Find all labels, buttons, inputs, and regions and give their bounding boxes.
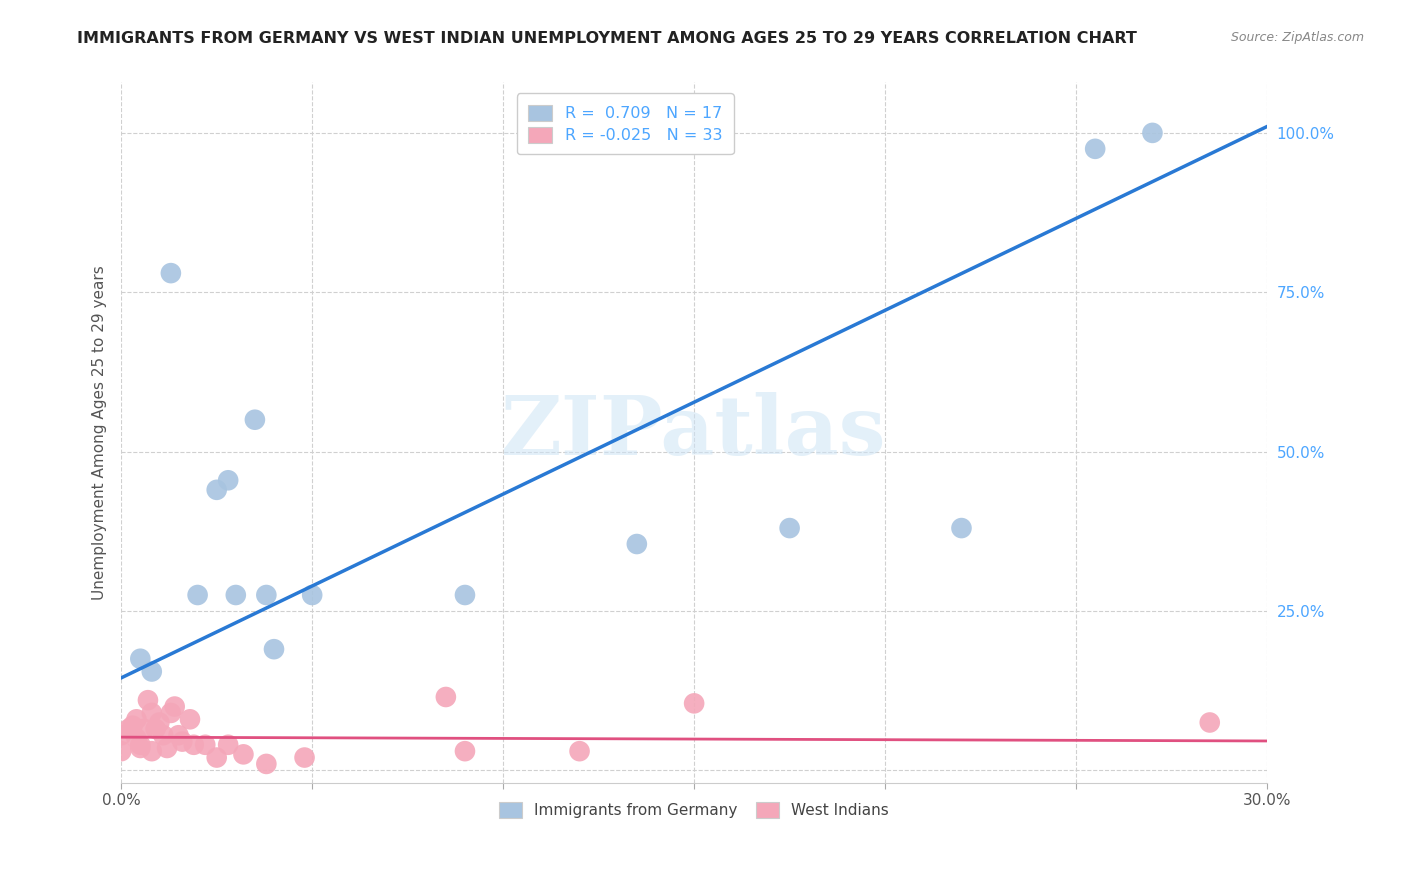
Point	[141, 665, 163, 679]
Point	[950, 521, 973, 535]
Point	[779, 521, 801, 535]
Point	[118, 722, 141, 736]
Point	[1198, 715, 1220, 730]
Point	[1084, 142, 1107, 156]
Point	[568, 744, 591, 758]
Point	[152, 728, 174, 742]
Point	[205, 483, 228, 497]
Point	[301, 588, 323, 602]
Point	[172, 734, 194, 748]
Text: IMMIGRANTS FROM GERMANY VS WEST INDIAN UNEMPLOYMENT AMONG AGES 25 TO 29 YEARS CO: IMMIGRANTS FROM GERMANY VS WEST INDIAN U…	[77, 31, 1137, 46]
Point	[145, 722, 167, 736]
Point	[243, 413, 266, 427]
Point	[167, 728, 190, 742]
Point	[129, 741, 152, 756]
Point	[160, 706, 183, 720]
Point	[156, 741, 179, 756]
Point	[232, 747, 254, 762]
Point	[148, 715, 170, 730]
Point	[194, 738, 217, 752]
Point	[254, 756, 277, 771]
Point	[294, 750, 316, 764]
Point	[434, 690, 457, 704]
Point	[183, 738, 205, 752]
Point	[683, 697, 706, 711]
Point	[263, 642, 285, 657]
Point	[134, 722, 156, 736]
Point	[141, 744, 163, 758]
Point	[179, 712, 201, 726]
Point	[110, 728, 132, 742]
Y-axis label: Unemployment Among Ages 25 to 29 years: Unemployment Among Ages 25 to 29 years	[93, 265, 107, 599]
Legend: Immigrants from Germany, West Indians: Immigrants from Germany, West Indians	[494, 797, 896, 824]
Point	[217, 473, 239, 487]
Point	[626, 537, 648, 551]
Point	[454, 588, 477, 602]
Point	[121, 719, 143, 733]
Point	[129, 652, 152, 666]
Point	[160, 266, 183, 280]
Point	[129, 738, 152, 752]
Point	[110, 744, 132, 758]
Text: Source: ZipAtlas.com: Source: ZipAtlas.com	[1230, 31, 1364, 45]
Point	[125, 712, 148, 726]
Point	[217, 738, 239, 752]
Point	[163, 699, 186, 714]
Point	[136, 693, 159, 707]
Point	[205, 750, 228, 764]
Point	[187, 588, 209, 602]
Point	[1142, 126, 1164, 140]
Point	[254, 588, 277, 602]
Point	[454, 744, 477, 758]
Text: ZIPatlas: ZIPatlas	[502, 392, 887, 473]
Point	[125, 731, 148, 746]
Point	[225, 588, 247, 602]
Point	[141, 706, 163, 720]
